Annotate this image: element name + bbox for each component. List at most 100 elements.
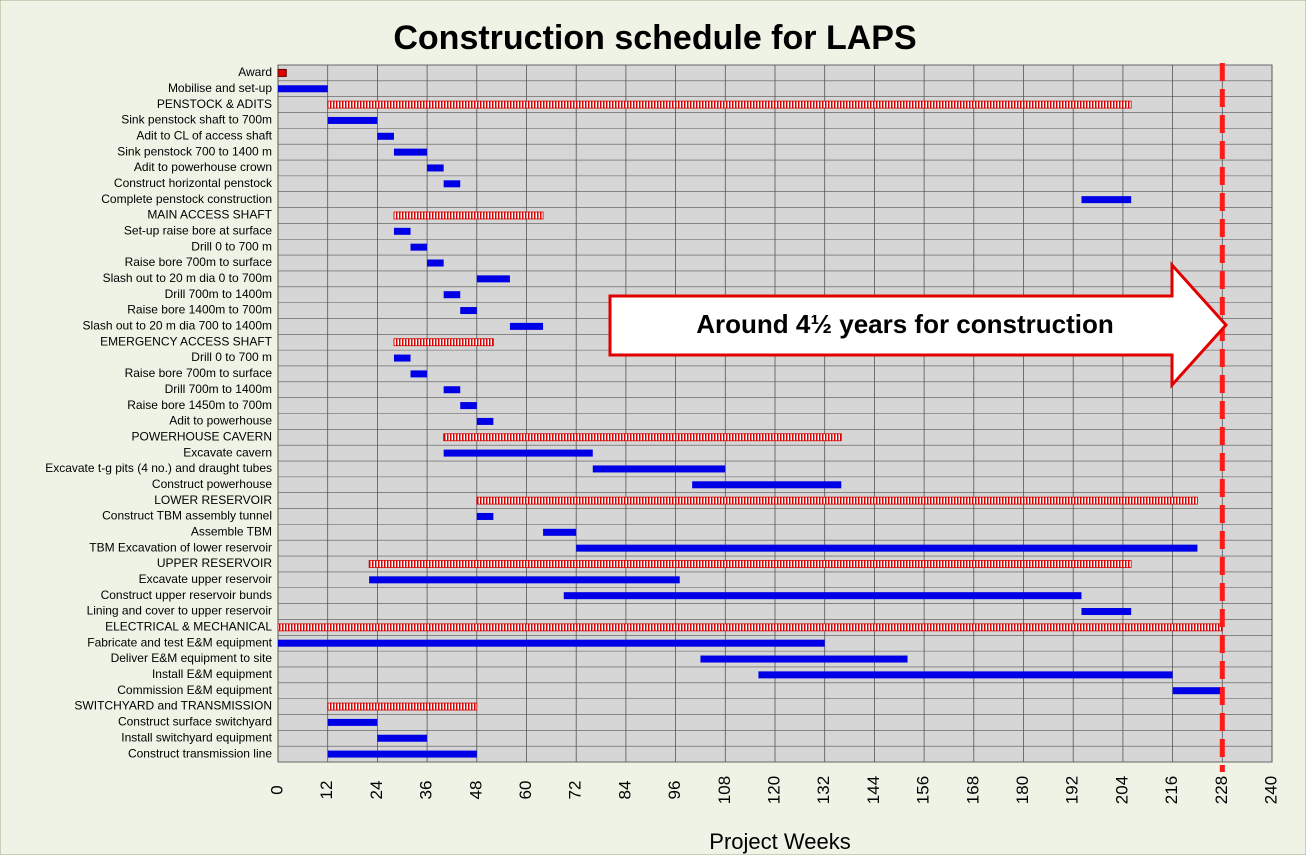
category-label: Mobilise and set-up [168, 81, 272, 95]
category-label: Adit to powerhouse [169, 414, 272, 428]
summary-bar [277, 623, 1223, 632]
task-bar [1172, 687, 1223, 695]
milestone-bar [277, 68, 287, 77]
task-bar [758, 671, 1173, 679]
category-label: Lining and cover to upper reservoir [87, 604, 272, 618]
x-tick-label: 0 [267, 785, 286, 794]
task-bar [410, 370, 428, 378]
task-bar [1081, 196, 1132, 204]
category-label: Slash out to 20 m dia 0 to 700m [103, 271, 272, 285]
category-label: Raise bore 1400m to 700m [127, 303, 272, 317]
arrow [608, 261, 1229, 389]
x-tick-label: 180 [1013, 776, 1032, 804]
x-tick-label: 108 [715, 776, 734, 804]
task-bar [543, 528, 577, 536]
category-label: Excavate upper reservoir [139, 572, 272, 586]
category-label: Commission E&M equipment [117, 683, 272, 697]
task-bar [476, 512, 494, 520]
category-label: Sink penstock 700 to 1400 m [117, 144, 272, 158]
task-bar [410, 243, 428, 251]
task-bar [393, 354, 411, 362]
category-label: POWERHOUSE CAVERN [132, 429, 272, 443]
category-label: Excavate t-g pits (4 no.) and draught tu… [45, 461, 272, 475]
summary-bar [393, 211, 544, 220]
task-bar [278, 639, 825, 647]
summary-bar [476, 496, 1198, 505]
category-label: Adit to powerhouse crown [134, 160, 272, 174]
task-bar [460, 402, 477, 410]
chart-title: Construction schedule for LAPS [393, 19, 916, 57]
category-label: Construct TBM assembly tunnel [102, 509, 272, 523]
task-bar [327, 116, 378, 124]
category-label: Drill 700m to 1400m [165, 287, 272, 301]
task-bar [427, 259, 444, 267]
category-label: Construct transmission line [128, 746, 272, 760]
category-label: LOWER RESERVOIR [154, 493, 272, 507]
category-label: Assemble TBM [191, 524, 272, 538]
task-bar [700, 655, 908, 663]
x-tick-label: 24 [367, 781, 386, 800]
summary-bar [393, 338, 494, 347]
category-label: Drill 0 to 700 m [191, 239, 272, 253]
annotation: Around 4½ years for construction [608, 261, 1229, 389]
category-label: Adit to CL of access shaft [136, 128, 272, 142]
x-tick-label: 48 [466, 781, 485, 800]
x-tick-label: 240 [1261, 776, 1280, 804]
category-label: Slash out to 20 m dia 700 to 1400m [83, 319, 272, 333]
category-label: Construct surface switchyard [118, 715, 272, 729]
x-tick-label: 216 [1162, 776, 1181, 804]
x-tick-label: 120 [764, 776, 783, 804]
category-label: SWITCHYARD and TRANSMISSION [74, 699, 272, 713]
task-bar [476, 417, 494, 425]
category-label: Raise bore 700m to surface [125, 366, 273, 380]
task-bar [509, 322, 544, 330]
summary-bar [327, 100, 1132, 109]
x-tick-label: 204 [1112, 776, 1131, 804]
task-bar [427, 164, 444, 172]
task-bar [393, 148, 428, 156]
summary-bar [368, 560, 1132, 568]
category-label: MAIN ACCESS SHAFT [147, 208, 272, 222]
task-bar [377, 734, 428, 742]
x-tick-label: 96 [665, 781, 684, 800]
task-bar [460, 307, 477, 315]
task-bar [1081, 608, 1132, 616]
category-label: Award [238, 65, 272, 79]
task-bar [377, 132, 394, 140]
category-label: Sink penstock shaft to 700m [121, 113, 272, 127]
task-bar [576, 544, 1198, 552]
summary-bar [327, 702, 478, 711]
task-bar [369, 576, 680, 584]
x-axis-label: Project Weeks [709, 829, 850, 854]
x-tick-label: 156 [914, 776, 933, 804]
summary-bar [443, 433, 842, 442]
category-label: Construct upper reservoir bunds [101, 588, 272, 602]
x-tick-label: 84 [615, 781, 634, 800]
category-label: Construct horizontal penstock [114, 176, 273, 190]
task-bar [443, 386, 461, 394]
category-label: EMERGENCY ACCESS SHAFT [100, 334, 272, 348]
bars: Award Mobilise and set-up PENSTOCK & ADITS… [45, 63, 1225, 772]
category-label: Install E&M equipment [152, 667, 273, 681]
category-label: Install switchyard equipment [121, 730, 272, 744]
task-bar [327, 718, 378, 726]
x-tick-label: 132 [814, 776, 833, 804]
x-tick-label: 72 [566, 781, 585, 800]
category-label: UPPER RESERVOIR [157, 556, 272, 570]
x-tick-label: 144 [864, 776, 883, 804]
category-label: Fabricate and test E&M equipment [87, 635, 272, 649]
task-bar [692, 481, 842, 489]
category-label: Raise bore 700m to surface [125, 255, 273, 269]
task-bar [443, 180, 461, 188]
x-tick-label: 36 [417, 781, 436, 800]
category-label: Drill 0 to 700 m [191, 350, 272, 364]
category-label: Drill 700m to 1400m [165, 382, 272, 396]
task-bar [327, 750, 477, 758]
category-label: Deliver E&M equipment to site [111, 651, 273, 665]
category-label: PENSTOCK & ADITS [157, 97, 272, 111]
x-tick-label: 228 [1212, 776, 1231, 804]
category-label: Excavate cavern [183, 445, 272, 459]
category-label: Complete penstock construction [101, 192, 272, 206]
category-label: Construct powerhouse [152, 477, 272, 491]
task-bar [563, 592, 1082, 600]
